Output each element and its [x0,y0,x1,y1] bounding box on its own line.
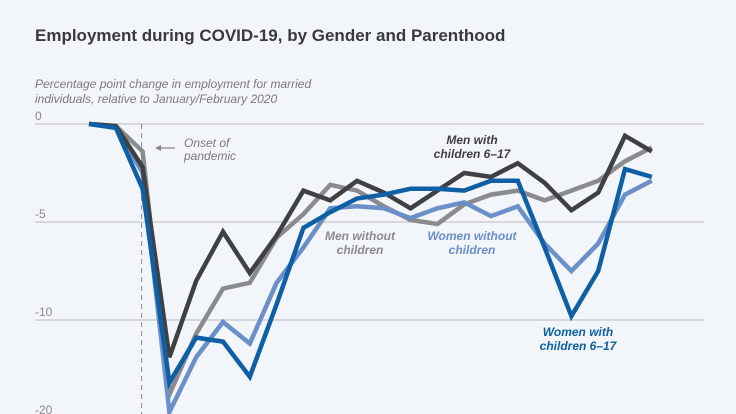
series-label: Women without [427,229,517,243]
chart-title: Employment during COVID-19, by Gender an… [35,26,506,45]
series-label: Men without [325,229,396,243]
y-tick-label: 0 [35,109,42,123]
series-label: children [337,243,384,257]
chart-subtitle: Percentage point change in employment fo… [35,77,312,106]
y-tick-label: -20 [35,403,53,414]
series-label: children [449,243,496,257]
y-tick-label: -5 [35,207,46,221]
series-label: Women with [543,325,613,339]
y-tick-label: -10 [35,305,53,319]
series-label: Men with [446,133,497,147]
series-label: children 6–17 [540,339,618,353]
series-line [88,121,653,358]
series-line [88,121,653,404]
annotation-text: pandemic [183,149,236,163]
arrow-head-icon [155,145,161,151]
series-line [88,121,653,414]
series-label: children 6–17 [434,147,512,161]
series-line [88,121,653,390]
annotation-text: Onset of [184,136,231,150]
